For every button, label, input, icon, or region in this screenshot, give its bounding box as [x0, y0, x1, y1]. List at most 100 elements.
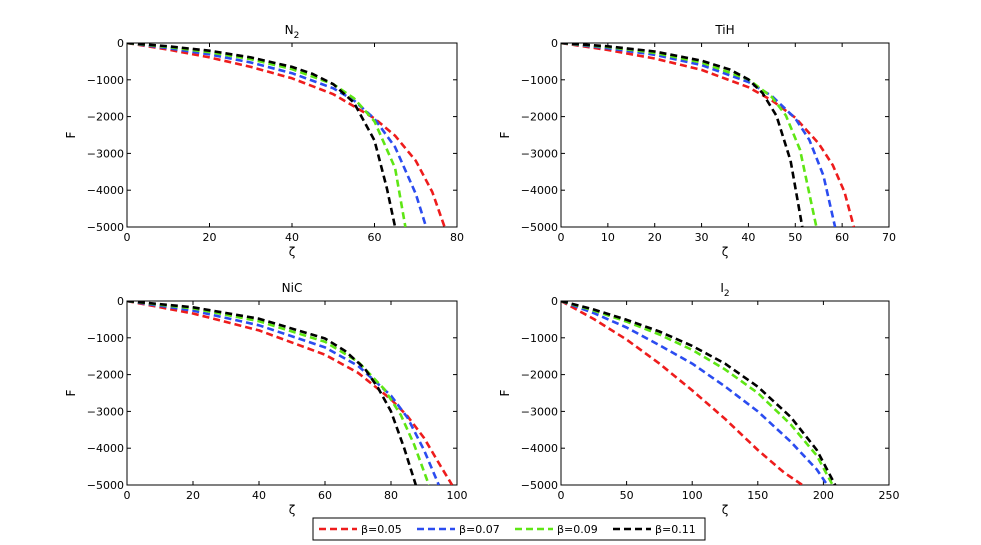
- chart-title: TiH: [714, 23, 734, 37]
- series-line-3: [127, 43, 397, 227]
- y-axis-label: F: [64, 389, 78, 396]
- y-tick-label: −5000: [521, 479, 558, 492]
- legend: β=0.05 β=0.07 β=0.09 β=0.11: [312, 517, 706, 541]
- series-line-3: [127, 301, 418, 485]
- x-axis-label: ζ: [722, 503, 729, 517]
- y-tick-label: −5000: [87, 479, 124, 492]
- x-tick-label: 100: [447, 489, 468, 502]
- y-tick-label: −3000: [87, 405, 124, 418]
- legend-label-1: β=0.07: [459, 523, 500, 536]
- y-tick-label: −4000: [521, 184, 558, 197]
- legend-label-0: β=0.05: [361, 523, 402, 536]
- chart-title-subscript: 2: [724, 289, 730, 299]
- x-axis-label: ζ: [289, 245, 296, 259]
- chart-panel-0: 0 20 40 60 80 0 −1000 −2000 −3000 −4000 −5000 ζ F N2: [64, 23, 464, 259]
- legend-label-3: β=0.11: [655, 523, 696, 536]
- x-tick-label: 100: [682, 489, 703, 502]
- y-tick-label: −2000: [521, 111, 558, 124]
- y-tick-label: −3000: [87, 147, 124, 160]
- series-line-2: [127, 301, 431, 485]
- series-group: [127, 301, 454, 485]
- chart-title: N2: [285, 23, 300, 41]
- series-line-1: [127, 301, 440, 485]
- chart-panel-2: 0 20 40 60 80 100 0 −1000 −2000 −3000 −4000 −5000 ζ F…: [64, 281, 468, 517]
- x-tick-label: 20: [648, 231, 662, 244]
- series-line-0: [561, 43, 856, 227]
- y-tick-label: −1000: [521, 74, 558, 87]
- x-tick-label: 0: [558, 489, 565, 502]
- series-line-3: [561, 301, 837, 485]
- x-tick-label: 50: [788, 231, 802, 244]
- y-tick-label: −3000: [521, 147, 558, 160]
- x-tick-label: 60: [318, 489, 332, 502]
- chart-title: NiC: [282, 281, 303, 295]
- x-tick-label: 40: [285, 231, 299, 244]
- y-tick-label: −1000: [87, 74, 124, 87]
- x-tick-label: 10: [601, 231, 615, 244]
- series-line-1: [561, 43, 837, 227]
- x-tick-label: 200: [813, 489, 834, 502]
- chart-title: I2: [720, 281, 729, 299]
- y-tick-label: −2000: [521, 369, 558, 382]
- y-tick-label: −5000: [521, 221, 558, 234]
- y-tick-label: −2000: [87, 369, 124, 382]
- series-group: [561, 301, 837, 485]
- y-axis-label: F: [498, 389, 512, 396]
- series-line-1: [561, 301, 829, 485]
- y-tick-label: −4000: [521, 442, 558, 455]
- chart-title-main: N: [285, 23, 294, 37]
- x-tick-label: 20: [186, 489, 200, 502]
- x-tick-label: 250: [879, 489, 900, 502]
- y-tick-label: −2000: [87, 111, 124, 124]
- x-axis-label: ζ: [722, 245, 729, 259]
- x-tick-label: 70: [882, 231, 896, 244]
- y-tick-label: 0: [117, 37, 124, 50]
- y-tick-label: −4000: [87, 442, 124, 455]
- x-axis-label: ζ: [289, 503, 296, 517]
- y-tick-label: −1000: [521, 332, 558, 345]
- series-line-3: [561, 43, 804, 227]
- series-line-1: [127, 43, 428, 227]
- x-tick-label: 40: [741, 231, 755, 244]
- x-tick-label: 0: [124, 231, 131, 244]
- chart-title-main: I: [720, 281, 724, 295]
- x-tick-label: 20: [203, 231, 217, 244]
- x-tick-label: 80: [450, 231, 464, 244]
- chart-title-main: TiH: [714, 23, 734, 37]
- y-tick-label: 0: [551, 37, 558, 50]
- x-tick-label: 0: [558, 231, 565, 244]
- y-tick-label: −4000: [87, 184, 124, 197]
- axes-frame: [560, 42, 890, 228]
- chart-panel-1: 0 10 20 30 40 50 60 70 0 −1000 −2000 −3000 −4000 −500…: [498, 23, 896, 259]
- y-tick-label: −3000: [521, 405, 558, 418]
- series-line-2: [127, 43, 407, 227]
- x-tick-label: 60: [368, 231, 382, 244]
- series-line-0: [127, 43, 446, 227]
- y-tick-label: −1000: [87, 332, 124, 345]
- series-group: [127, 43, 446, 227]
- legend-label-2: β=0.09: [557, 523, 598, 536]
- y-tick-label: 0: [117, 295, 124, 308]
- chart-title-main: NiC: [282, 281, 303, 295]
- x-tick-label: 60: [835, 231, 849, 244]
- x-tick-label: 30: [695, 231, 709, 244]
- chart-panel-3: 0 50 100 150 200 250 0 −1000 −2000 −3000 −4000 −500…: [498, 281, 900, 517]
- series-line-2: [561, 301, 834, 485]
- series-line-0: [127, 301, 454, 485]
- x-tick-label: 50: [620, 489, 634, 502]
- series-line-2: [561, 43, 818, 227]
- x-tick-label: 150: [747, 489, 768, 502]
- series-group: [561, 43, 856, 227]
- legend-box: [312, 517, 706, 541]
- series-line-0: [561, 301, 804, 485]
- axes-frame: [126, 300, 458, 486]
- y-tick-label: 0: [551, 295, 558, 308]
- chart-title-subscript: 2: [294, 31, 300, 41]
- axes-frame: [126, 42, 458, 228]
- y-axis-label: F: [64, 131, 78, 138]
- y-tick-label: −5000: [87, 221, 124, 234]
- x-tick-label: 80: [384, 489, 398, 502]
- axes-frame: [560, 300, 890, 486]
- x-tick-label: 0: [124, 489, 131, 502]
- x-tick-label: 40: [252, 489, 266, 502]
